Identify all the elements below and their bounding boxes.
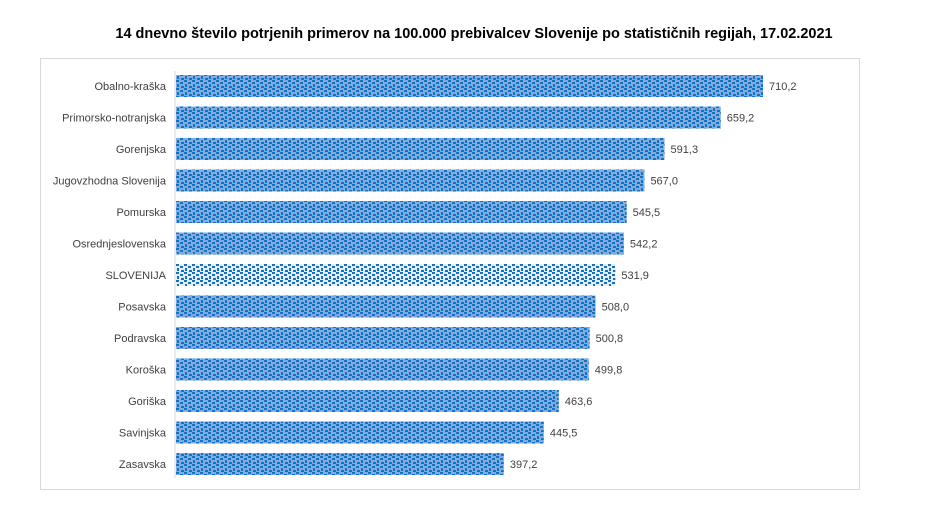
category-label: Podravska	[114, 333, 167, 345]
category-label: Goriška	[128, 396, 167, 408]
bar	[176, 169, 645, 192]
data-label: 445,5	[550, 428, 578, 440]
data-label: 397,2	[510, 459, 538, 471]
chart-area	[40, 58, 860, 490]
category-label: Jugovzhodna Slovenija	[53, 176, 167, 188]
category-label: Posavska	[118, 302, 167, 314]
bar	[176, 390, 559, 412]
data-label: 500,8	[596, 333, 624, 345]
data-label: 545,5	[633, 207, 661, 219]
bar	[176, 295, 596, 318]
bar	[176, 453, 504, 475]
bar	[176, 264, 616, 286]
bar	[176, 201, 627, 223]
category-label: Gorenjska	[116, 144, 167, 156]
category-label: Koroška	[126, 365, 167, 377]
data-label: 567,0	[650, 176, 678, 188]
bar	[176, 232, 624, 255]
data-label: 531,9	[621, 270, 649, 282]
data-label: 499,8	[595, 365, 623, 377]
data-label: 508,0	[602, 302, 630, 314]
bar	[176, 75, 763, 97]
category-label: Savinjska	[119, 428, 167, 440]
bar	[176, 358, 589, 381]
category-label: Osrednjeslovenska	[72, 239, 166, 251]
data-label: 710,2	[769, 81, 797, 93]
category-label: Pomurska	[116, 207, 166, 219]
bar	[176, 421, 544, 444]
data-label: 542,2	[630, 239, 658, 251]
bar	[176, 327, 590, 349]
category-label: SLOVENIJA	[105, 270, 166, 282]
data-label: 659,2	[727, 113, 755, 125]
chart-title: 14 dnevno število potrjenih primerov na …	[115, 26, 833, 42]
bar	[176, 138, 665, 160]
category-label: Obalno-kraška	[94, 81, 166, 93]
data-label: 463,6	[565, 396, 593, 408]
bar	[176, 106, 721, 129]
category-label: Zasavska	[119, 459, 167, 471]
data-label: 591,3	[671, 144, 699, 156]
category-label: Primorsko-notranjska	[62, 113, 167, 125]
